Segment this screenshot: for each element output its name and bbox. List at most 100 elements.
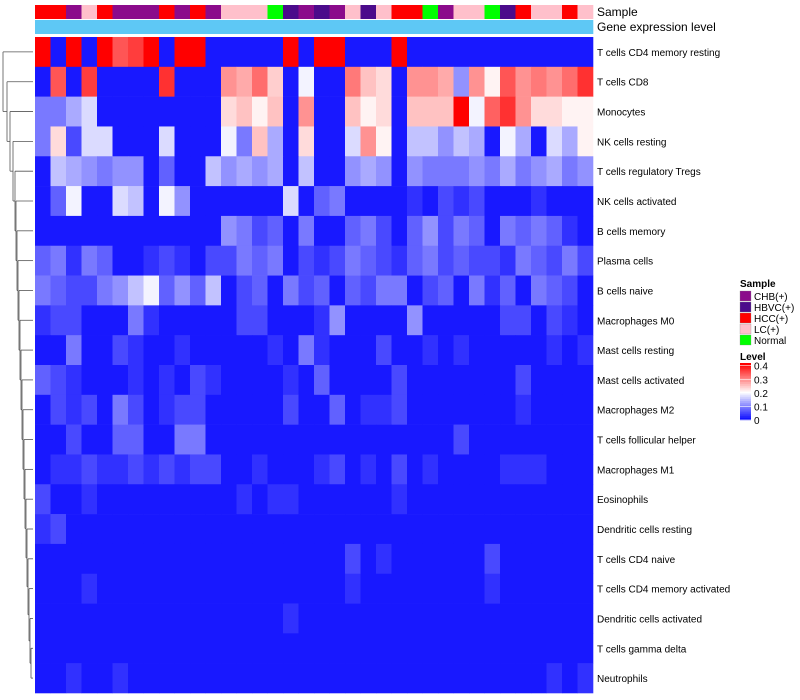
heatmap-cell	[360, 573, 377, 604]
heatmap-cell	[438, 543, 454, 575]
heatmap-cell	[267, 156, 284, 187]
heatmap-cell	[267, 573, 284, 604]
expression-annotation-cell	[562, 20, 578, 34]
level-legend-gradient-step	[740, 385, 751, 389]
heatmap-cell	[50, 663, 67, 694]
heatmap-cell	[50, 335, 67, 366]
heatmap-cell	[97, 186, 113, 217]
heatmap-cell	[143, 37, 160, 68]
row-label: T cells gamma delta	[597, 644, 687, 655]
heatmap-cell	[329, 335, 346, 366]
sample-annotation-cell	[531, 5, 547, 19]
sample-annotation-cell	[174, 5, 191, 19]
sample-annotation-cell	[221, 5, 237, 19]
sample-annotation-cell	[267, 5, 284, 19]
heatmap-cell	[577, 424, 594, 455]
heatmap-cell	[112, 335, 129, 366]
heatmap-cell	[422, 365, 439, 396]
heatmap-cell	[143, 245, 160, 276]
heatmap-cell	[562, 186, 578, 217]
heatmap-cell	[81, 633, 98, 664]
heatmap-cell	[81, 663, 98, 694]
heatmap-cell	[283, 156, 299, 187]
heatmap-cell	[298, 215, 315, 247]
heatmap-cell	[484, 424, 501, 455]
heatmap-cell	[484, 245, 501, 276]
heatmap-cell	[438, 365, 454, 396]
heatmap-cell	[283, 305, 299, 336]
heatmap-cell	[298, 573, 315, 604]
heatmap-cell	[112, 156, 129, 187]
heatmap-cell	[562, 126, 578, 157]
expression-annotation-cell	[376, 20, 392, 34]
heatmap-cell	[298, 543, 315, 575]
heatmap-cell	[35, 633, 51, 664]
heatmap-cell	[143, 573, 160, 604]
heatmap-cell	[159, 603, 175, 634]
heatmap-cell	[546, 96, 563, 127]
heatmap-cell	[562, 514, 578, 545]
heatmap-cell	[438, 454, 454, 485]
heatmap-cell	[360, 66, 377, 97]
heatmap-cell	[128, 543, 144, 575]
heatmap-cell	[190, 186, 206, 217]
heatmap-cell	[438, 126, 454, 157]
heatmap-cell	[453, 394, 470, 425]
heatmap-cell	[376, 96, 392, 127]
heatmap-cell	[407, 37, 423, 68]
row-label: Dendritic cells activated	[597, 614, 702, 625]
heatmap-cell	[345, 424, 361, 455]
heatmap-cell	[128, 365, 144, 396]
heatmap-cell	[484, 186, 501, 217]
heatmap-cell	[469, 573, 485, 604]
heatmap-cell	[283, 96, 299, 127]
heatmap-cell	[112, 543, 129, 575]
heatmap-cell	[221, 37, 237, 68]
heatmap-cell	[531, 96, 547, 127]
heatmap-cell	[159, 126, 175, 157]
heatmap-cell	[484, 663, 501, 694]
sample-annotation-cell	[345, 5, 361, 19]
heatmap-cell	[174, 245, 191, 276]
heatmap-cell	[190, 394, 206, 425]
heatmap-cell	[298, 424, 315, 455]
heatmap-cell	[360, 186, 377, 217]
level-legend-gradient-step	[740, 370, 751, 373]
sample-annotation-cell	[562, 5, 578, 19]
level-legend-gradient-step	[740, 380, 751, 383]
heatmap-cell	[159, 484, 175, 515]
heatmap-cell	[236, 215, 253, 247]
heatmap-cell	[97, 454, 113, 485]
heatmap-cell	[298, 365, 315, 396]
level-legend-gradient-step	[740, 397, 751, 400]
heatmap-cell	[283, 424, 299, 455]
heatmap-cell	[438, 663, 454, 694]
heatmap-cell	[221, 365, 237, 396]
heatmap-cell	[329, 543, 346, 575]
heatmap-cell	[252, 514, 268, 545]
heatmap-cell	[221, 245, 237, 276]
sample-annotation-cell	[35, 5, 51, 19]
heatmap-cell	[190, 603, 206, 634]
heatmap-cell	[345, 365, 361, 396]
heatmap-cell	[159, 186, 175, 217]
heatmap-cell	[221, 394, 237, 425]
heatmap-cell	[97, 335, 113, 366]
heatmap-cell	[252, 66, 268, 97]
heatmap-cell	[112, 37, 129, 68]
heatmap-cell	[562, 335, 578, 366]
heatmap-cell	[345, 663, 361, 694]
heatmap-cell	[407, 275, 423, 306]
heatmap-cell	[81, 573, 98, 604]
heatmap-cell	[577, 335, 594, 366]
heatmap-cell	[329, 454, 346, 485]
heatmap-cell	[283, 484, 299, 515]
heatmap-cell	[546, 126, 563, 157]
heatmap-cell	[112, 186, 129, 217]
heatmap-cell	[546, 335, 563, 366]
heatmap-cell	[422, 37, 439, 68]
heatmap-cell	[143, 335, 160, 366]
heatmap-cell	[298, 186, 315, 217]
heatmap-cell	[391, 514, 408, 545]
